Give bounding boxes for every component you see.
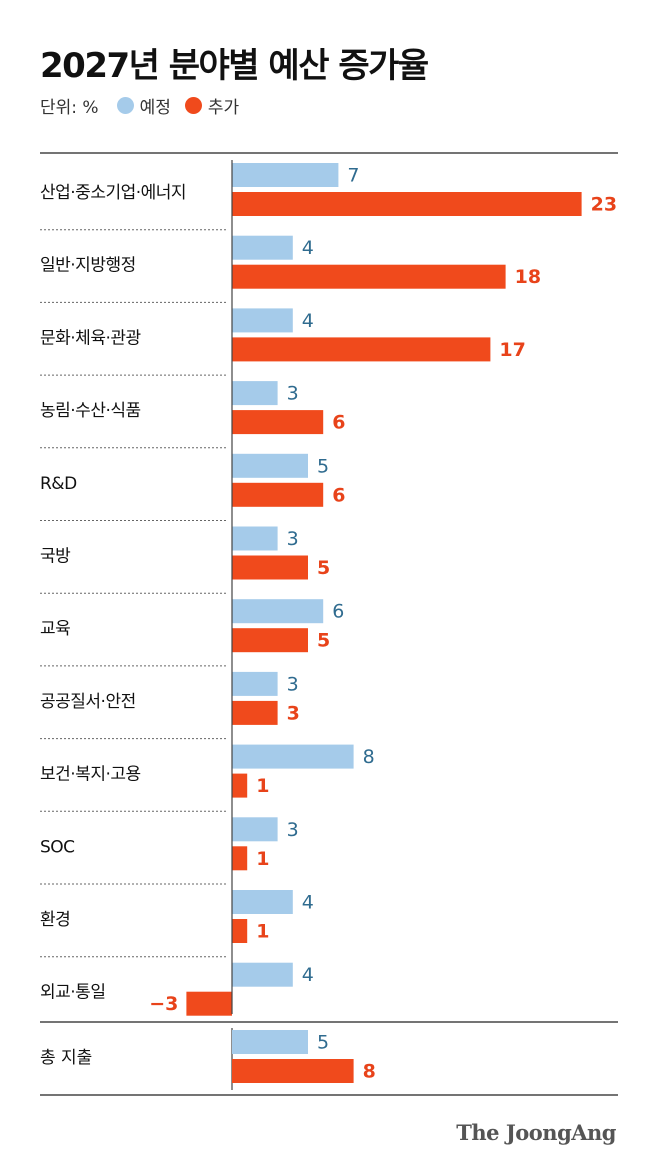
planned-value: 4 — [302, 237, 314, 259]
added-bar — [232, 410, 324, 435]
category-label: 공공질서·안전 — [40, 692, 136, 712]
added-value: −3 — [149, 993, 178, 1015]
added-bar — [232, 264, 506, 289]
total-planned-value: 5 — [317, 1032, 329, 1054]
added-value: 1 — [256, 775, 269, 797]
added-value: 17 — [499, 339, 525, 361]
planned-bar — [232, 381, 278, 406]
category-label: 국방 — [40, 547, 71, 567]
added-bar — [232, 337, 491, 362]
legend-label-planned: 예정 — [139, 98, 171, 118]
planned-bar — [232, 308, 293, 333]
planned-value: 4 — [302, 964, 314, 986]
legend-swatch-added — [184, 97, 202, 114]
added-value: 5 — [317, 557, 330, 579]
category-label: SOC — [40, 837, 75, 857]
added-value: 1 — [256, 848, 269, 870]
added-bar — [232, 846, 248, 871]
planned-bar — [232, 235, 293, 260]
planned-bar — [232, 599, 324, 624]
total-added-value: 8 — [363, 1061, 376, 1083]
planned-value: 7 — [347, 165, 359, 187]
added-bar — [232, 192, 582, 216]
legend-swatch-planned — [116, 97, 134, 114]
added-value: 3 — [287, 702, 300, 724]
planned-value: 6 — [332, 601, 344, 623]
added-bar — [232, 628, 308, 653]
planned-value: 5 — [317, 455, 329, 477]
planned-value: 3 — [287, 819, 299, 841]
planned-value: 8 — [363, 746, 375, 768]
added-bar — [232, 482, 324, 507]
planned-bar — [232, 744, 354, 769]
legend-item-planned: 예정 — [116, 93, 171, 118]
planned-bar — [232, 453, 308, 478]
added-bar — [232, 555, 308, 580]
planned-bar — [232, 671, 278, 696]
added-value: 23 — [591, 194, 617, 216]
legend-item-added: 추가 — [184, 93, 240, 118]
category-label: 문화·체육·관광 — [40, 328, 141, 348]
chart-title: 2027년 분야별 예산 증가율 — [40, 46, 429, 86]
category-label: 산업·중소기업·에너지 — [40, 183, 186, 203]
added-value: 6 — [332, 412, 345, 434]
category-label: 보건·복지·고용 — [40, 765, 141, 785]
planned-value: 3 — [287, 383, 299, 405]
added-value: 6 — [332, 484, 345, 506]
category-label: 외교·통일 — [40, 983, 105, 1003]
category-label: R&D — [40, 474, 77, 494]
planned-bar — [232, 890, 293, 914]
added-bar — [232, 773, 248, 798]
legend-label-added: 추가 — [207, 98, 240, 118]
publisher-logo: The JoongAng — [456, 1120, 616, 1145]
planned-bar — [232, 817, 278, 842]
added-bar — [232, 919, 248, 943]
planned-bar — [232, 163, 339, 187]
added-bar — [186, 991, 232, 1016]
added-value: 1 — [256, 921, 269, 943]
category-label: 교육 — [40, 619, 70, 639]
category-label: 환경 — [40, 910, 70, 930]
unit-label: 단위: % — [40, 98, 99, 118]
planned-bar — [232, 962, 293, 987]
total-planned-bar — [232, 1030, 308, 1054]
legend: 단위: % 예정 추가 — [40, 93, 239, 118]
planned-value: 4 — [302, 310, 314, 332]
total-added-bar — [232, 1059, 354, 1083]
planned-bar — [232, 526, 278, 551]
category-label: 일반·지방행정 — [40, 256, 136, 276]
planned-value: 4 — [302, 892, 314, 914]
total-label: 총 지출 — [40, 1048, 92, 1068]
added-value: 18 — [515, 266, 541, 288]
added-value: 5 — [317, 630, 330, 652]
planned-value: 3 — [287, 528, 299, 550]
planned-value: 3 — [287, 673, 299, 695]
category-label: 농림·수산·식품 — [40, 401, 141, 421]
added-bar — [232, 700, 278, 725]
